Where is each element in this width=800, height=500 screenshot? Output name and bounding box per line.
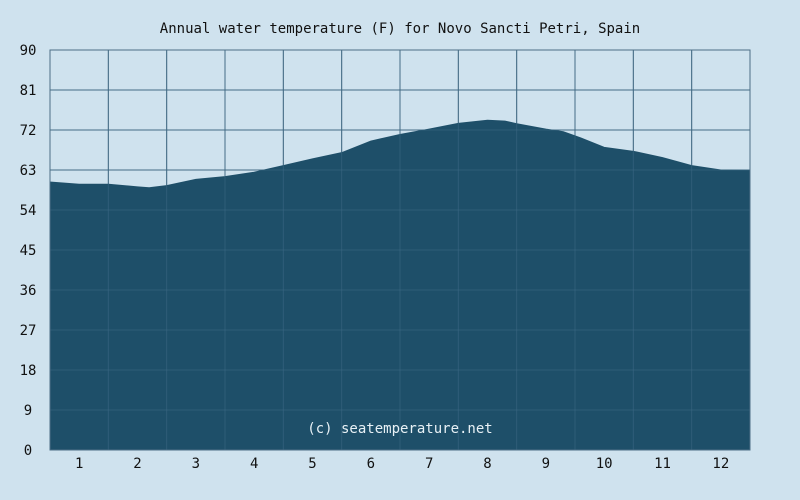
- y-tick-label: 27: [20, 323, 37, 339]
- x-tick-label: 9: [542, 456, 550, 472]
- y-tick-label: 36: [20, 283, 37, 299]
- x-tick-label: 12: [712, 456, 729, 472]
- y-axis-ticks: 0 9 18 27 36 45 54 63 72 81 90: [20, 43, 37, 459]
- plot-border: [49, 49, 751, 451]
- y-tick-label: 72: [20, 123, 37, 139]
- y-tick-label: 18: [20, 363, 37, 379]
- x-tick-label: 11: [654, 456, 671, 472]
- y-tick-label: 0: [24, 443, 32, 459]
- y-tick-label: 90: [20, 43, 37, 59]
- y-tick-label: 54: [20, 203, 37, 219]
- x-tick-label: 8: [483, 456, 491, 472]
- x-axis-ticks: 1 2 3 4 5 6 7 8 9 10 11 12: [75, 456, 729, 472]
- x-tick-label: 7: [425, 456, 433, 472]
- x-tick-label: 5: [308, 456, 316, 472]
- x-tick-label: 2: [133, 456, 141, 472]
- y-tick-label: 63: [20, 163, 37, 179]
- y-tick-label: 81: [20, 83, 37, 99]
- watermark: (c) seatemperature.net: [307, 421, 492, 437]
- x-tick-label: 6: [367, 456, 375, 472]
- x-tick-label: 3: [192, 456, 200, 472]
- y-tick-label: 9: [24, 403, 32, 419]
- x-tick-label: 1: [75, 456, 83, 472]
- chart-title: Annual water temperature (F) for Novo Sa…: [160, 21, 640, 37]
- x-tick-label: 4: [250, 456, 258, 472]
- y-tick-label: 45: [20, 243, 37, 259]
- x-tick-label: 10: [596, 456, 613, 472]
